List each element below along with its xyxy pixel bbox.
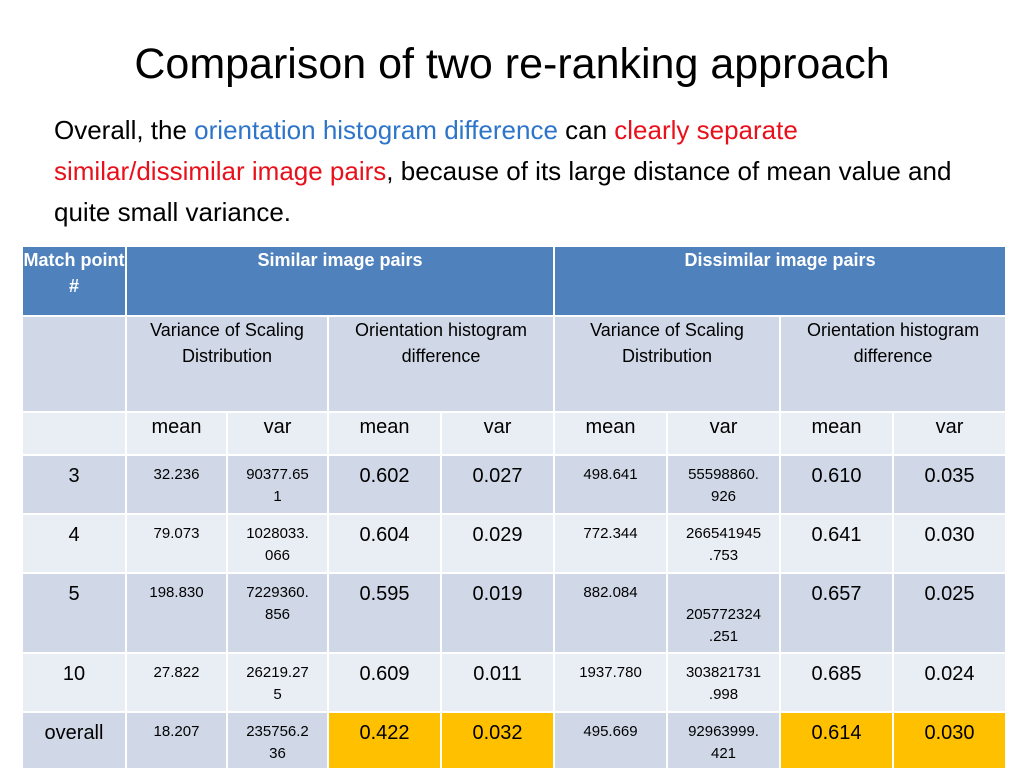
cell-d-var-mean: 772.344 (553, 513, 669, 574)
cell-d-ori-mean: 0.614 (779, 711, 895, 770)
subheader-empty (21, 315, 127, 413)
cell-d-var-mean: 498.641 (553, 454, 669, 515)
cell-s-ori-var: 0.011 (439, 652, 556, 713)
meanvar-label: mean (125, 411, 228, 456)
cell-d-ori-var: 0.025 (892, 572, 1008, 654)
table-row: 10 27.822 26219.27 5 0.609 0.011 1937.780 30382… (21, 652, 1008, 713)
cell-d-var-var: 205772324.251 (666, 572, 782, 654)
cell-s-ori-var: 0.029 (439, 513, 556, 574)
cell-s-var-var: 7229360. 856 (226, 572, 329, 654)
table-subheader-row: Variance of Scaling Distribution Orienta… (21, 315, 1008, 413)
cell-d-var-var: 266541945.753 (666, 513, 782, 574)
table-row: 4 79.073 1028033. 066 0.604 0.029 772.344 26654… (21, 513, 1008, 574)
cell-s-var-var: 26219.27 5 (226, 652, 329, 713)
subheader-similar-orientation: Orientation histogram difference (326, 315, 556, 413)
cell-s-ori-var: 0.032 (439, 711, 556, 770)
meanvar-label: mean (327, 411, 442, 456)
cell-d-ori-var: 0.024 (892, 652, 1008, 713)
table-mean-var-row: mean var mean var mean var mean var (21, 411, 1008, 456)
row-label: 4 (21, 513, 127, 574)
meanvar-label: var (666, 411, 782, 456)
cell-s-ori-mean: 0.602 (327, 454, 442, 515)
cell-s-ori-var: 0.019 (439, 572, 556, 654)
table-row: 3 32.236 90377.65 1 0.602 0.027 498.641 5559886… (21, 454, 1008, 515)
subheader-dissimilar-orientation: Orientation histogram difference (779, 315, 1008, 413)
cell-d-var-mean: 1937.780 (553, 652, 669, 713)
intro-paragraph: Overall, the orientation histogram diffe… (54, 110, 984, 233)
row-label: overall (21, 711, 127, 770)
meanvar-label: var (892, 411, 1008, 456)
meanvar-label: mean (553, 411, 669, 456)
cell-d-var-mean: 882.084 (553, 572, 669, 654)
cell-s-var-var: 90377.65 1 (226, 454, 329, 515)
header-similar: Similar image pairs (124, 245, 556, 317)
cell-s-ori-mean: 0.609 (327, 652, 442, 713)
intro-text-1: Overall, the (54, 115, 195, 145)
subheader-dissimilar-variance: Variance of Scaling Distribution (553, 315, 782, 413)
cell-s-var-mean: 32.236 (125, 454, 228, 515)
cell-d-ori-var: 0.030 (892, 711, 1008, 770)
header-dissimilar: Dissimilar image pairs (553, 245, 1008, 317)
header-match-point: Match point # (21, 245, 127, 317)
cell-d-ori-mean: 0.641 (779, 513, 895, 574)
cell-d-ori-mean: 0.610 (779, 454, 895, 515)
cell-d-ori-var: 0.030 (892, 513, 1008, 574)
comparison-table: Match point # Similar image pairs Dissim… (21, 245, 1008, 770)
cell-s-var-mean: 198.830 (125, 572, 228, 654)
cell-s-var-mean: 18.207 (125, 711, 228, 770)
cell-d-var-mean: 495.669 (553, 711, 669, 770)
cell-s-var-mean: 79.073 (125, 513, 228, 574)
meanvar-empty (21, 411, 127, 456)
cell-s-var-var: 1028033. 066 (226, 513, 329, 574)
intro-highlight-claim: clearly separate similar/dissimilar imag… (54, 115, 798, 186)
cell-d-var-var: 92963999. 421 (666, 711, 782, 770)
cell-s-var-mean: 27.822 (125, 652, 228, 713)
cell-d-ori-var: 0.035 (892, 454, 1008, 515)
cell-s-ori-var: 0.027 (439, 454, 556, 515)
cell-s-ori-mean: 0.604 (327, 513, 442, 574)
cell-d-ori-mean: 0.657 (779, 572, 895, 654)
intro-text-2: can (557, 115, 615, 145)
slide-title: Comparison of two re-ranking approach (134, 40, 890, 88)
cell-d-ori-mean: 0.685 (779, 652, 895, 713)
intro-highlight-method: orientation histogram difference (194, 115, 558, 145)
cell-d-var-var: 55598860. 926 (666, 454, 782, 515)
cell-s-ori-mean: 0.422 (327, 711, 442, 770)
row-label: 10 (21, 652, 127, 713)
meanvar-label: var (226, 411, 329, 456)
subheader-similar-variance: Variance of Scaling Distribution (125, 315, 329, 413)
intro-text-3: , because of its large distance of mean … (54, 156, 952, 227)
cell-d-var-var: 303821731.998 (666, 652, 782, 713)
table-row: overall 18.207 235756.2 36 0.422 0.032 495.669… (21, 711, 1008, 770)
row-label: 5 (21, 572, 127, 654)
table-row: 5 198.830 7229360. 856 0.595 0.019 882.084 2057… (21, 572, 1008, 654)
meanvar-label: mean (779, 411, 895, 456)
meanvar-label: var (439, 411, 556, 456)
row-label: 3 (21, 454, 127, 515)
cell-s-ori-mean: 0.595 (327, 572, 442, 654)
table-header-row: Match point # Similar image pairs Dissim… (21, 245, 1008, 317)
cell-s-var-var: 235756.2 36 (226, 711, 329, 770)
